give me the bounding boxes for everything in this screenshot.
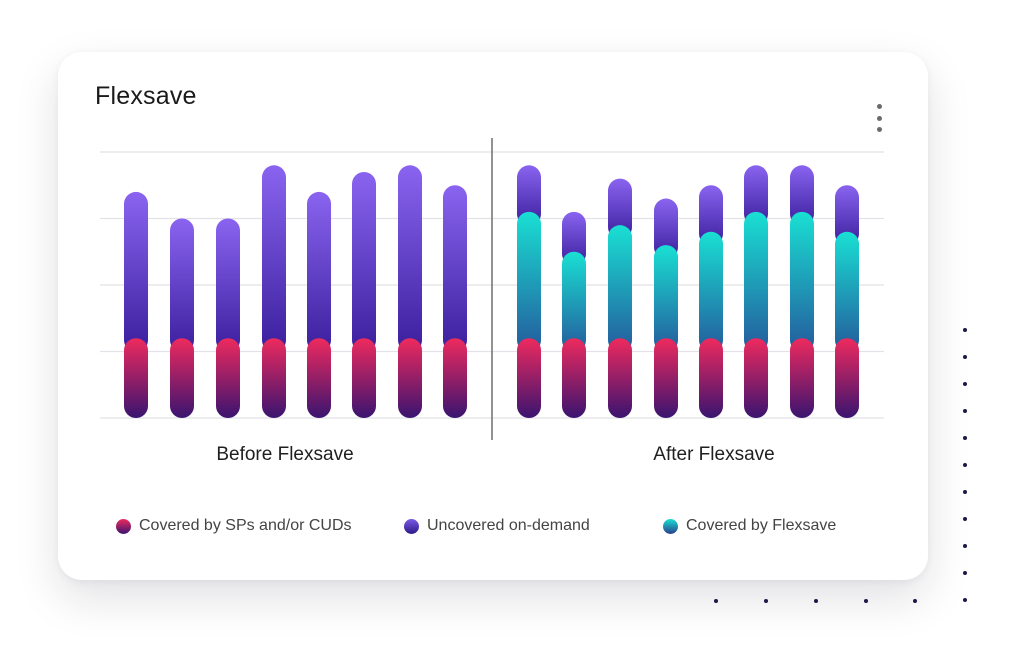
- decor-dot: [963, 409, 967, 413]
- bar-segment-covered: [170, 338, 194, 418]
- kebab-dot: [876, 127, 882, 132]
- legend-swatch-uncovered: [404, 518, 419, 534]
- decor-dot: [913, 599, 917, 603]
- bar-segment-flexsave: [562, 251, 586, 353]
- bar-segment-uncovered: [352, 171, 376, 353]
- legend-swatch-covered: [116, 518, 131, 534]
- bar-segment-uncovered: [262, 165, 286, 353]
- bar-segment-covered: [744, 338, 768, 418]
- bar-segment-covered: [517, 338, 541, 418]
- bar-segment-covered: [307, 338, 331, 418]
- bar-segment-uncovered: [170, 218, 194, 353]
- bar-segment-uncovered: [699, 185, 723, 246]
- group-label-before: Before Flexsave: [216, 444, 353, 465]
- stacked-bar-chart: Before Flexsave After Flexsave: [100, 138, 884, 465]
- bar-segment-covered: [699, 338, 723, 418]
- decor-dot: [963, 598, 967, 602]
- legend-label: Uncovered on-demand: [427, 517, 590, 534]
- bar-segment-covered: [654, 338, 678, 418]
- legend-item-uncovered: Uncovered on-demand: [404, 517, 590, 535]
- bar-segment-uncovered: [517, 165, 541, 226]
- bar-segment-covered: [835, 338, 859, 418]
- decor-dot: [963, 382, 967, 386]
- bar-segment-covered: [352, 338, 376, 418]
- decor-dot: [963, 544, 967, 548]
- bar-segment-uncovered: [654, 198, 678, 260]
- bar-segment-covered: [124, 338, 148, 418]
- legend-swatch-flexsave: [663, 518, 678, 534]
- bar-segment-flexsave: [608, 225, 632, 353]
- kebab-dot: [876, 104, 882, 109]
- bar-segment-covered: [398, 338, 422, 418]
- bar-segment-covered: [608, 338, 632, 418]
- decor-dot: [864, 599, 868, 603]
- kebab-menu-icon[interactable]: [870, 104, 888, 132]
- bar-segment-uncovered: [307, 191, 331, 353]
- decor-dot: [963, 328, 967, 332]
- decor-dot: [963, 355, 967, 359]
- decor-dot: [963, 490, 967, 494]
- bar-segment-uncovered: [835, 185, 859, 246]
- legend-label: Covered by SPs and/or CUDs: [139, 517, 352, 534]
- legend-item-covered: Covered by SPs and/or CUDs: [116, 517, 352, 535]
- decor-dot: [963, 436, 967, 440]
- bar-segment-covered: [262, 338, 286, 418]
- chart-legend: Covered by SPs and/or CUDs Uncovered on-…: [58, 517, 928, 541]
- bar-segment-covered: [562, 338, 586, 418]
- bar-segment-uncovered: [398, 165, 422, 353]
- bar-segment-covered: [216, 338, 240, 418]
- group-label-after: After Flexsave: [653, 444, 774, 465]
- decor-dot: [963, 463, 967, 467]
- kebab-dot: [876, 115, 882, 121]
- decor-dot: [764, 599, 768, 603]
- bar-segment-uncovered: [790, 165, 814, 226]
- bar-segment-uncovered: [562, 211, 586, 266]
- bar-segment-flexsave: [744, 211, 768, 353]
- legend-item-flexsave: Covered by Flexsave: [663, 517, 836, 535]
- bar-segment-uncovered: [608, 178, 632, 240]
- bar-segment-covered: [790, 338, 814, 418]
- bar-segment-flexsave: [835, 231, 859, 353]
- bar-segment-flexsave: [699, 231, 723, 353]
- bar-segment-uncovered: [124, 191, 148, 353]
- legend-label: Covered by Flexsave: [686, 517, 837, 534]
- decor-dot: [963, 517, 967, 521]
- bar-segment-covered: [443, 338, 467, 418]
- bar-segment-flexsave: [654, 245, 678, 353]
- decor-dot: [714, 599, 718, 603]
- decor-dot: [814, 599, 818, 603]
- bar-segment-uncovered: [443, 185, 467, 353]
- bar-segment-uncovered: [744, 165, 768, 226]
- bar-segment-flexsave: [517, 211, 541, 353]
- chart-bars: [124, 165, 859, 418]
- bar-segment-flexsave: [790, 211, 814, 353]
- bar-segment-uncovered: [216, 218, 240, 353]
- flexsave-card: Flexsave Before Flexsave After Flexsave: [58, 52, 928, 580]
- card-title: Flexsave: [95, 82, 197, 110]
- decor-dot: [963, 571, 967, 575]
